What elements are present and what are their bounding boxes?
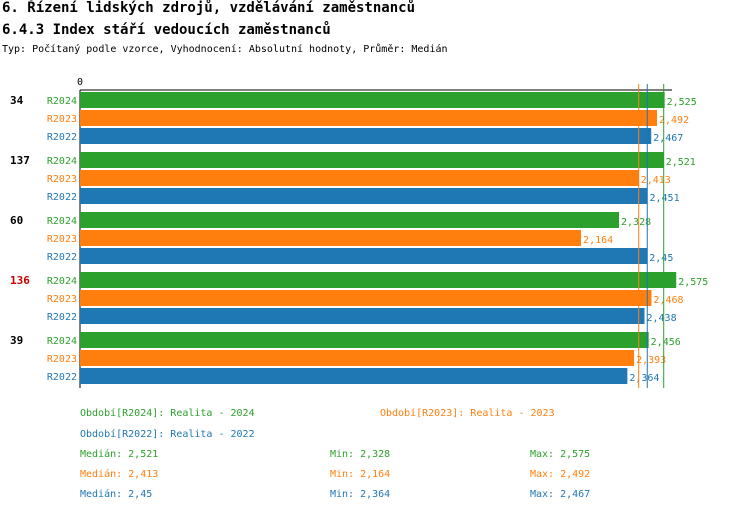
data-label: 2,413 (641, 175, 671, 186)
series-label: R2023 (47, 114, 77, 125)
series-label: R2022 (47, 372, 77, 383)
bar (80, 368, 628, 384)
bar (80, 128, 652, 144)
series-label: R2023 (47, 174, 77, 185)
series-label: R2022 (47, 192, 77, 203)
x-tick-label: 0 (77, 77, 83, 88)
series-label: R2024 (47, 276, 77, 287)
group-label: 137 (10, 154, 30, 167)
page-title: 6. Řízení lidských zdrojů, vzdělávání za… (2, 0, 416, 16)
bar (80, 230, 582, 246)
bar (80, 308, 645, 324)
data-label: 2,525 (667, 97, 697, 108)
group-label: 136 (10, 274, 30, 287)
series-label: R2022 (47, 312, 77, 323)
series-label: R2023 (47, 234, 77, 245)
data-label: 2,328 (621, 217, 651, 228)
chart-type-line: Typ: Počítaný podle vzorce, Vyhodnocení:… (2, 44, 448, 55)
data-label: 2,164 (583, 235, 613, 246)
data-label: 2,364 (629, 373, 659, 384)
group-label: 34 (10, 94, 24, 107)
median-r2024: Medián: 2,521 (80, 449, 159, 460)
min-r2023: Min: 2,164 (330, 469, 391, 480)
data-label: 2,468 (653, 295, 683, 306)
legend-r2023: Období[R2023]: Realita - 2023 (380, 408, 555, 419)
bar (80, 188, 648, 204)
legend-r2024: Období[R2024]: Realita - 2024 (80, 408, 255, 419)
min-r2022: Min: 2,364 (330, 489, 391, 500)
bar (80, 92, 665, 108)
data-label: 2,492 (659, 115, 689, 126)
bar (80, 248, 648, 264)
series-label: R2024 (47, 156, 77, 167)
max-r2023: Max: 2,492 (530, 469, 591, 480)
data-label: 2,575 (678, 277, 708, 288)
series-label: R2024 (47, 216, 77, 227)
series-label: R2024 (47, 96, 77, 107)
data-label: 2,393 (636, 355, 666, 366)
data-label: 2,451 (650, 193, 680, 204)
series-label: R2023 (47, 294, 77, 305)
group-label: 39 (10, 334, 23, 347)
bar (80, 170, 639, 186)
bar (80, 212, 620, 228)
max-r2022: Max: 2,467 (530, 489, 591, 500)
series-label: R2022 (47, 252, 77, 263)
bar-chart: 0 34 R2024 2,525 R2023 2,492 R2022 2,467 137 R202… (10, 77, 708, 388)
data-label: 2,521 (666, 157, 696, 168)
bar (80, 152, 664, 168)
bar (80, 110, 657, 126)
data-label: 2,456 (651, 337, 681, 348)
bar (80, 272, 677, 288)
median-r2022: Medián: 2,45 (80, 489, 153, 500)
max-r2024: Max: 2,575 (530, 449, 591, 460)
min-r2024: Min: 2,328 (330, 449, 391, 460)
data-label: 2,45 (649, 253, 673, 264)
legend-r2022: Období[R2022]: Realita - 2022 (80, 429, 255, 440)
series-label: R2023 (47, 354, 77, 365)
data-label: 2,438 (646, 313, 676, 324)
bar (80, 290, 652, 306)
group-label: 60 (10, 214, 23, 227)
median-r2023: Medián: 2,413 (80, 469, 159, 480)
chart-subtitle: 6.4.3 Index stáří vedoucích zaměstnanců (2, 22, 331, 38)
series-label: R2022 (47, 132, 77, 143)
data-label: 2,467 (653, 133, 683, 144)
bar (80, 332, 649, 348)
bar (80, 350, 635, 366)
series-label: R2024 (47, 336, 77, 347)
